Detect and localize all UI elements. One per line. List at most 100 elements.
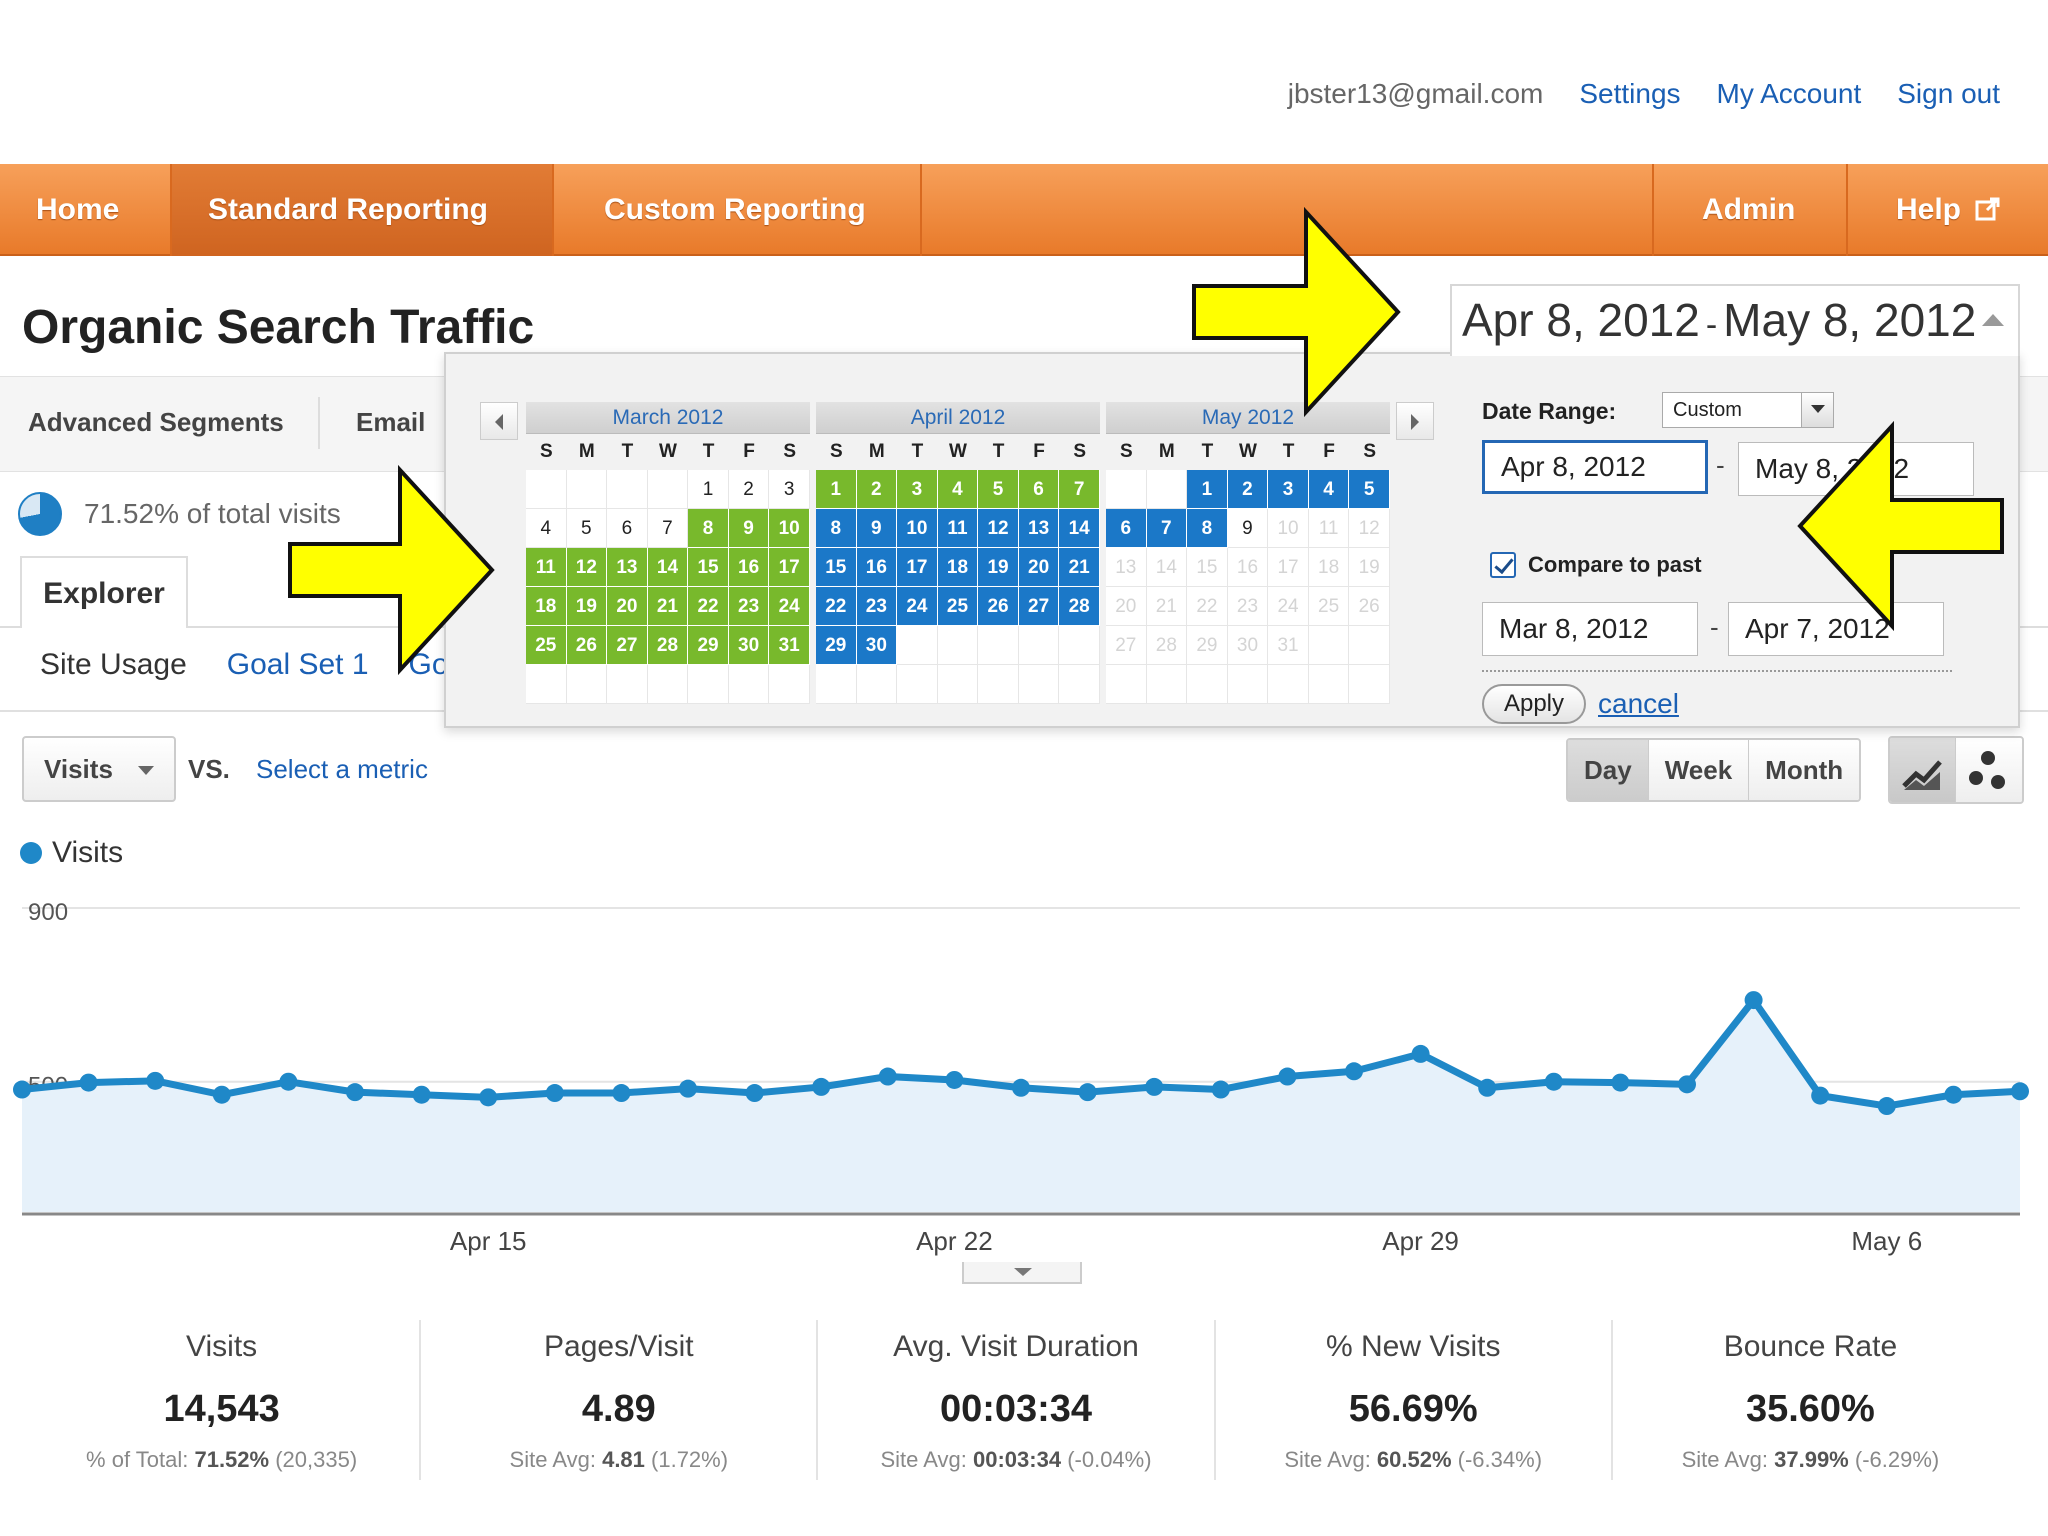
nav-standard-reporting[interactable]: Standard Reporting: [172, 164, 552, 256]
calendar-day[interactable]: 27: [1018, 587, 1060, 626]
calendar-day[interactable]: 19: [978, 548, 1019, 587]
calendar-day[interactable]: 6: [1018, 470, 1060, 509]
calendar-day[interactable]: 1: [816, 470, 857, 509]
calendar-day[interactable]: 17: [769, 548, 810, 587]
calendar-day[interactable]: 30: [856, 626, 898, 665]
calendar-day[interactable]: 8: [688, 509, 729, 548]
calendar-day[interactable]: 29: [816, 626, 857, 665]
month-button[interactable]: Month: [1749, 740, 1860, 800]
calendar-day[interactable]: 29: [688, 626, 729, 665]
calendar-day[interactable]: 7: [1059, 470, 1100, 509]
calendar-day[interactable]: 27: [607, 626, 648, 665]
calendar-day[interactable]: 2: [1227, 470, 1269, 509]
compare-start-input[interactable]: Mar 8, 2012: [1482, 602, 1698, 656]
calendar-day[interactable]: 20: [1018, 548, 1060, 587]
motion-chart-button[interactable]: [1956, 738, 2022, 802]
calendar-day[interactable]: 10: [769, 509, 810, 548]
calendar-day[interactable]: 21: [1059, 548, 1100, 587]
calendar-day[interactable]: 11: [526, 548, 567, 587]
calendar-day[interactable]: 13: [1018, 509, 1060, 548]
email-button[interactable]: Email: [356, 407, 426, 437]
calendar-day[interactable]: 26: [978, 587, 1019, 626]
date-range-picker[interactable]: Apr 8, 2012- May 8, 2012: [1450, 284, 2020, 356]
start-date-input[interactable]: Apr 8, 2012: [1482, 440, 1708, 494]
calendar-day[interactable]: 3: [1268, 470, 1309, 509]
settings-link[interactable]: Settings: [1579, 78, 1681, 109]
calendar-day[interactable]: 21: [647, 587, 689, 626]
calendar-day[interactable]: 4: [1308, 470, 1350, 509]
calendar-day[interactable]: 19: [566, 587, 608, 626]
sign-out-link[interactable]: Sign out: [1897, 78, 2000, 109]
calendar-day[interactable]: 6: [607, 509, 648, 548]
calendar-day[interactable]: 8: [1187, 509, 1228, 548]
nav-help[interactable]: Help: [1860, 164, 2021, 256]
calendar-next-button[interactable]: [1396, 402, 1434, 440]
nav-admin[interactable]: Admin: [1702, 193, 1796, 226]
calendar-day[interactable]: 25: [937, 587, 979, 626]
calendar-day[interactable]: 2: [856, 470, 898, 509]
calendar-day[interactable]: 9: [1227, 509, 1269, 548]
my-account-link[interactable]: My Account: [1716, 78, 1862, 109]
calendar-day[interactable]: 20: [607, 587, 648, 626]
calendar-day[interactable]: 1: [688, 470, 729, 509]
compare-checkbox[interactable]: [1490, 552, 1516, 578]
calendar-day[interactable]: 22: [688, 587, 729, 626]
calendar-day[interactable]: 24: [897, 587, 938, 626]
calendar-day[interactable]: 16: [728, 548, 770, 587]
calendar-day[interactable]: 5: [566, 509, 608, 548]
calendar-day[interactable]: 30: [728, 626, 770, 665]
nav-custom-reporting[interactable]: Custom Reporting: [604, 193, 866, 226]
calendar-day[interactable]: 14: [647, 548, 689, 587]
calendar-day[interactable]: 4: [937, 470, 979, 509]
line-chart-button[interactable]: [1890, 738, 1956, 802]
calendar-day[interactable]: 16: [856, 548, 898, 587]
calendar-day[interactable]: 24: [769, 587, 810, 626]
calendar-day[interactable]: 2: [728, 470, 770, 509]
apply-button[interactable]: Apply: [1482, 684, 1586, 724]
calendar-day[interactable]: 22: [816, 587, 857, 626]
calendar-day[interactable]: 12: [978, 509, 1019, 548]
day-button[interactable]: Day: [1568, 740, 1649, 800]
calendar-day[interactable]: 13: [607, 548, 648, 587]
calendar-day[interactable]: 15: [816, 548, 857, 587]
calendar-day[interactable]: 15: [688, 548, 729, 587]
calendar-day[interactable]: 14: [1059, 509, 1100, 548]
calendar-day[interactable]: 25: [526, 626, 567, 665]
chart-collapse-tab[interactable]: [962, 1262, 1082, 1284]
subtab-goal-set-1[interactable]: Goal Set 1: [226, 648, 369, 681]
calendar-day[interactable]: 28: [1059, 587, 1100, 626]
calendar-day[interactable]: 7: [647, 509, 689, 548]
calendar-day[interactable]: 18: [937, 548, 979, 587]
calendar-day[interactable]: 5: [978, 470, 1019, 509]
calendar-day[interactable]: 12: [566, 548, 608, 587]
date-range-mode-select[interactable]: Custom: [1662, 392, 1834, 428]
calendar-day[interactable]: 8: [816, 509, 857, 548]
compare-end-input[interactable]: Apr 7, 2012: [1728, 602, 1944, 656]
week-button[interactable]: Week: [1648, 740, 1750, 800]
subtab-site-usage[interactable]: Site Usage: [40, 648, 187, 681]
calendar-day[interactable]: 26: [566, 626, 608, 665]
calendar-day[interactable]: 17: [897, 548, 938, 587]
calendar-day[interactable]: 9: [728, 509, 770, 548]
metric-dropdown[interactable]: Visits: [22, 736, 176, 802]
calendar-prev-button[interactable]: [480, 402, 518, 440]
calendar-day[interactable]: 1: [1187, 470, 1228, 509]
cancel-link[interactable]: cancel: [1598, 688, 1679, 719]
nav-home[interactable]: Home: [36, 193, 120, 226]
calendar-day[interactable]: 11: [937, 509, 979, 548]
calendar-day[interactable]: 9: [856, 509, 898, 548]
calendar-day[interactable]: 7: [1146, 509, 1188, 548]
calendar-day[interactable]: 28: [647, 626, 689, 665]
calendar-day[interactable]: 31: [769, 626, 810, 665]
calendar-day[interactable]: 23: [856, 587, 898, 626]
calendar-day[interactable]: 3: [897, 470, 938, 509]
calendar-day[interactable]: 18: [526, 587, 567, 626]
calendar-day[interactable]: 6: [1106, 509, 1147, 548]
calendar-day[interactable]: 5: [1349, 470, 1390, 509]
tab-explorer[interactable]: Explorer: [20, 556, 188, 628]
calendar-day[interactable]: 10: [897, 509, 938, 548]
calendar-day[interactable]: 23: [728, 587, 770, 626]
select-metric-link[interactable]: Select a metric: [256, 754, 428, 784]
calendar-day[interactable]: 4: [526, 509, 567, 548]
advanced-segments-button[interactable]: Advanced Segments: [28, 407, 284, 437]
